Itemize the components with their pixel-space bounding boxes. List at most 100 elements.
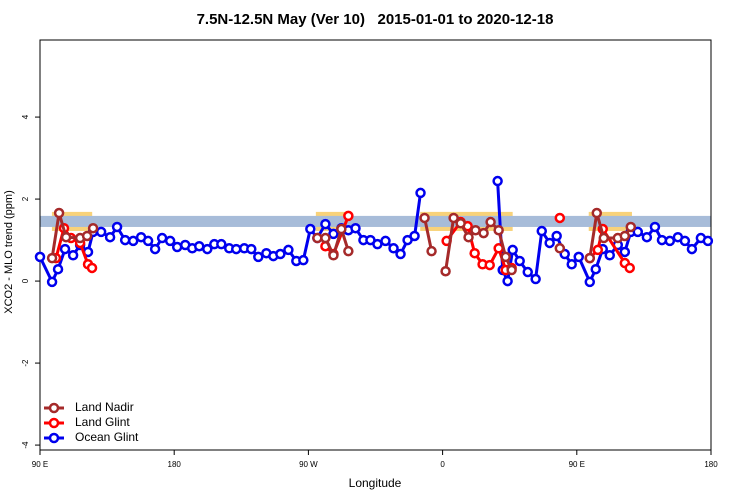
y-tick-label: -2 bbox=[21, 359, 30, 367]
point bbox=[598, 232, 610, 244]
point bbox=[484, 259, 495, 271]
x-tick-label: 90 W bbox=[299, 460, 318, 469]
point bbox=[522, 266, 533, 278]
point bbox=[507, 244, 518, 256]
y-tick-label: 4 bbox=[21, 114, 30, 119]
legend-marker bbox=[48, 402, 60, 414]
point bbox=[530, 273, 541, 285]
point bbox=[536, 225, 548, 237]
point bbox=[127, 235, 139, 247]
point bbox=[641, 231, 653, 243]
point bbox=[171, 241, 183, 253]
point bbox=[426, 245, 437, 257]
point bbox=[686, 243, 698, 255]
x-tick-label: 180 bbox=[704, 460, 718, 469]
point bbox=[506, 264, 517, 276]
point bbox=[584, 252, 596, 264]
point bbox=[380, 235, 391, 247]
point bbox=[388, 243, 399, 254]
point bbox=[470, 224, 481, 236]
point bbox=[544, 237, 555, 249]
point bbox=[448, 212, 459, 224]
point bbox=[350, 222, 361, 234]
legend-label: Ocean Glint bbox=[75, 430, 139, 444]
point bbox=[415, 187, 426, 199]
legend-marker bbox=[48, 417, 60, 429]
series-line bbox=[38, 180, 709, 284]
point bbox=[34, 251, 46, 263]
point bbox=[664, 235, 676, 247]
point bbox=[478, 227, 489, 239]
point bbox=[46, 252, 58, 264]
point bbox=[320, 218, 331, 230]
point bbox=[119, 234, 131, 246]
point bbox=[216, 238, 227, 250]
point bbox=[592, 244, 604, 256]
x-tick-label: 180 bbox=[168, 460, 182, 469]
x-axis-label: Longitude bbox=[349, 476, 402, 490]
point bbox=[395, 248, 406, 260]
point bbox=[343, 245, 354, 257]
point bbox=[440, 265, 451, 277]
point bbox=[649, 221, 661, 233]
point bbox=[551, 230, 562, 242]
point bbox=[275, 248, 286, 260]
reference-band bbox=[40, 215, 711, 227]
y-axis-label: XCO2 - MLO trend (ppm) bbox=[3, 190, 15, 313]
point bbox=[111, 221, 123, 233]
point bbox=[625, 221, 637, 233]
point bbox=[67, 250, 79, 261]
point bbox=[463, 231, 474, 243]
point bbox=[336, 223, 347, 235]
point bbox=[590, 263, 601, 275]
point bbox=[53, 207, 65, 219]
point bbox=[624, 262, 635, 274]
point bbox=[469, 247, 480, 259]
point bbox=[46, 276, 58, 288]
point bbox=[156, 232, 168, 244]
point bbox=[554, 212, 566, 224]
point bbox=[305, 223, 316, 235]
point bbox=[619, 246, 631, 258]
point bbox=[230, 243, 242, 255]
legend-marker bbox=[48, 432, 60, 444]
x-tick-label: 90 E bbox=[569, 460, 585, 469]
point bbox=[554, 243, 566, 254]
point bbox=[679, 235, 691, 247]
y-tick-label: -4 bbox=[21, 441, 30, 449]
point bbox=[328, 250, 339, 261]
point bbox=[566, 259, 577, 270]
point bbox=[328, 228, 339, 240]
point bbox=[320, 232, 331, 244]
x-tick-label: 0 bbox=[440, 460, 445, 469]
point bbox=[298, 254, 309, 266]
x-tick-label: 90 E bbox=[32, 460, 48, 469]
point bbox=[502, 275, 513, 287]
point bbox=[81, 230, 93, 242]
point bbox=[194, 240, 205, 252]
point bbox=[202, 243, 213, 255]
point bbox=[485, 216, 496, 228]
point bbox=[493, 224, 504, 236]
point bbox=[584, 276, 596, 288]
point bbox=[312, 232, 323, 244]
point bbox=[283, 244, 294, 256]
legend-label: Land Nadir bbox=[75, 400, 134, 414]
point bbox=[372, 238, 383, 250]
point bbox=[619, 230, 631, 242]
point bbox=[246, 243, 257, 255]
point bbox=[632, 226, 644, 238]
point bbox=[591, 207, 603, 219]
point bbox=[514, 255, 525, 267]
y-tick-label: 0 bbox=[21, 278, 30, 283]
point bbox=[86, 262, 98, 274]
point bbox=[253, 251, 264, 263]
legend-label: Land Glint bbox=[75, 415, 130, 429]
point bbox=[59, 243, 71, 255]
point bbox=[52, 263, 64, 275]
point bbox=[104, 231, 116, 243]
point bbox=[604, 250, 616, 261]
point bbox=[87, 222, 99, 234]
point bbox=[702, 235, 714, 247]
